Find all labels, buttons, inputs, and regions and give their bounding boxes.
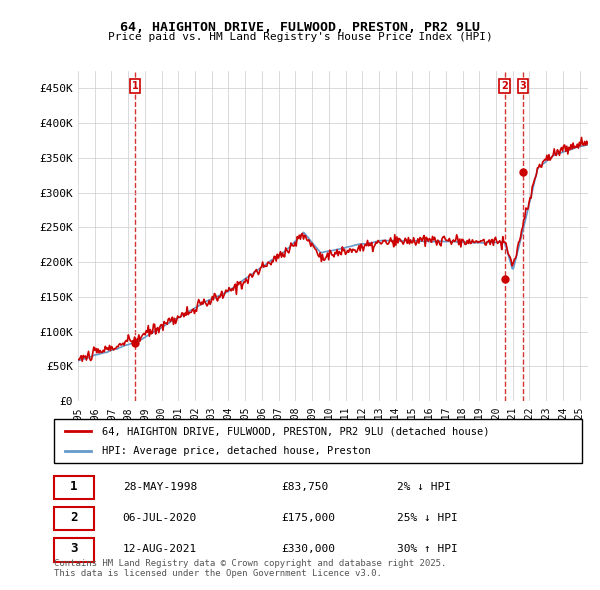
Text: Contains HM Land Registry data © Crown copyright and database right 2025.
This d: Contains HM Land Registry data © Crown c… <box>54 559 446 578</box>
Text: £83,750: £83,750 <box>281 481 328 491</box>
Text: £175,000: £175,000 <box>281 513 335 523</box>
Text: 06-JUL-2020: 06-JUL-2020 <box>122 513 197 523</box>
Text: 1: 1 <box>131 81 139 91</box>
Text: 25% ↓ HPI: 25% ↓ HPI <box>397 513 458 523</box>
Text: 2: 2 <box>501 81 508 91</box>
Text: 2% ↓ HPI: 2% ↓ HPI <box>397 481 451 491</box>
Text: 12-AUG-2021: 12-AUG-2021 <box>122 544 197 554</box>
Text: 28-MAY-1998: 28-MAY-1998 <box>122 481 197 491</box>
Text: 1: 1 <box>70 480 77 493</box>
FancyBboxPatch shape <box>54 476 94 499</box>
FancyBboxPatch shape <box>54 538 94 562</box>
Text: 64, HAIGHTON DRIVE, FULWOOD, PRESTON, PR2 9LU (detached house): 64, HAIGHTON DRIVE, FULWOOD, PRESTON, PR… <box>101 427 489 436</box>
Text: 2: 2 <box>70 511 77 525</box>
FancyBboxPatch shape <box>54 507 94 530</box>
Text: Price paid vs. HM Land Registry's House Price Index (HPI): Price paid vs. HM Land Registry's House … <box>107 32 493 42</box>
Text: 64, HAIGHTON DRIVE, FULWOOD, PRESTON, PR2 9LU: 64, HAIGHTON DRIVE, FULWOOD, PRESTON, PR… <box>120 21 480 34</box>
Text: 3: 3 <box>520 81 526 91</box>
Text: £330,000: £330,000 <box>281 544 335 554</box>
Text: 3: 3 <box>70 542 77 555</box>
Text: 30% ↑ HPI: 30% ↑ HPI <box>397 544 458 554</box>
FancyBboxPatch shape <box>54 419 582 463</box>
Text: HPI: Average price, detached house, Preston: HPI: Average price, detached house, Pres… <box>101 446 370 455</box>
